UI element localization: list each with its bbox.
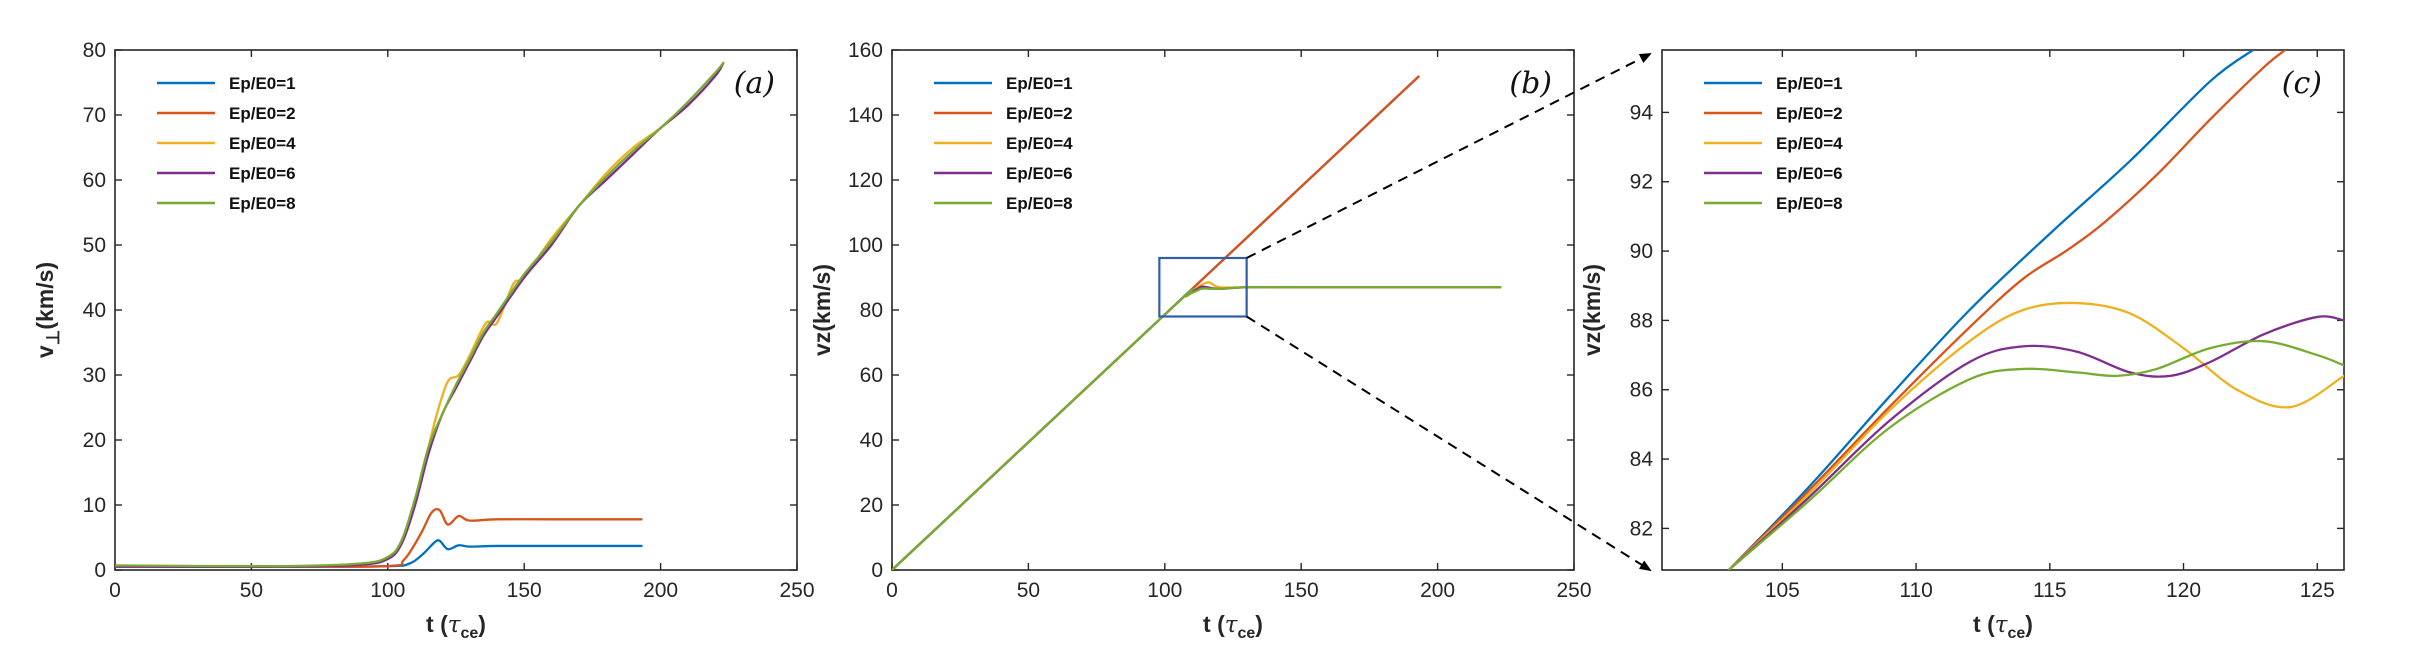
y-tick-label: 94 [1630,101,1654,124]
y-tick-label: 0 [871,559,883,582]
chart-panel-b: 0 50 100 150 200 250 0 20 40 60 80 100 120 140 160 t (τ… [809,39,1592,642]
plot-frame [891,49,1575,571]
x-tick-label: 100 [1147,579,1182,602]
x-tick-label: 50 [1017,579,1040,602]
legend-label: Ep/E0=1 [1776,74,1843,93]
series-line-ep-e0-4 [1727,301,2344,570]
series-group [115,61,725,569]
y-tick-label: 120 [848,169,883,192]
chart-panel-a: 0 50 100 150 200 250 0 10 20 30 40 50 60 70 80 t (τce) v… [32,39,815,642]
legend: Ep/E0=1 Ep/E0=2 Ep/E0=4 Ep/E0=6 Ep/E0=8 [934,74,1073,213]
y-tick-label: 60 [83,169,106,192]
y-tick-label: 100 [848,234,883,257]
y-axis-label: v⊥(km/s) [32,262,63,358]
panel-label: (c) [2282,66,2322,101]
legend-label: Ep/E0=2 [1006,104,1073,123]
legend-label: Ep/E0=6 [229,164,296,183]
legend-label: Ep/E0=4 [1006,134,1073,153]
y-tick-label: 82 [1630,517,1653,540]
y-tick-label: 80 [83,39,106,62]
y-tick-label: 84 [1630,448,1654,471]
x-tick-label: 250 [779,579,814,602]
x-tick-label: 200 [1420,579,1455,602]
y-tick-label: 92 [1630,171,1653,194]
series-line-ep-e0-2 [1727,50,2287,570]
panel-label: (b) [1509,66,1552,101]
x-tick-label: 150 [1284,579,1319,602]
x-axis-label: t (τce) [426,611,486,642]
zoom-arrow-top [1246,53,1652,259]
y-tick-label: 86 [1630,379,1653,402]
legend-label: Ep/E0=6 [1776,164,1843,183]
x-tick-label: 150 [507,579,542,602]
x-tick-label: 0 [886,579,898,602]
legend-label: Ep/E0=8 [1006,194,1073,213]
x-tick-label: 110 [1899,579,1932,602]
y-tick-label: 140 [848,104,883,127]
legend: Ep/E0=1 Ep/E0=2 Ep/E0=4 Ep/E0=6 Ep/E0=8 [1704,74,1843,213]
y-tick-label: 0 [94,559,106,582]
series-group [892,75,1502,570]
legend-label: Ep/E0=8 [229,194,296,213]
x-tick-label: 50 [240,579,263,602]
x-axis-label: t (τce) [1973,611,2033,642]
legend-label: Ep/E0=1 [1006,74,1073,93]
x-tick-label: 0 [109,579,121,602]
y-tick-label: 160 [848,39,883,62]
y-tick-label: 40 [83,299,106,322]
y-tick-label: 10 [83,494,106,517]
y-axis-label: vz(km/s) [809,264,835,356]
y-tick-label: 20 [83,429,106,452]
x-tick-label: 115 [2033,579,2066,602]
series-line-ep-e0-8 [1727,339,2344,570]
plot-frame [1661,49,2345,571]
x-tick-label: 105 [1765,579,1800,602]
series-line-ep-e0-2 [115,507,643,568]
panel-label: (a) [734,66,775,101]
x-axis-label: t (τce) [1203,611,1263,642]
x-tick-label: 250 [1556,579,1591,602]
plot-frame [114,49,798,571]
chart-panel-c: 105 110 115 120 125 82 84 86 88 90 92 94 t (τce) vz(k… [1579,49,2345,642]
legend-label: Ep/E0=4 [229,134,296,153]
y-tick-label: 60 [860,364,883,387]
legend-label: Ep/E0=2 [1776,104,1843,123]
legend-label: Ep/E0=2 [229,104,296,123]
legend-label: Ep/E0=4 [1776,134,1843,153]
y-tick-label: 30 [83,364,106,387]
x-tick-label: 200 [643,579,678,602]
y-tick-label: 70 [83,104,106,127]
series-group [1727,50,2344,570]
series-line-ep-e0-1 [1727,50,2255,570]
y-tick-label: 88 [1630,309,1653,332]
series-line-ep-e0-8 [892,285,1502,570]
legend-label: Ep/E0=1 [229,74,296,93]
series-line-ep-e0-6 [1727,315,2344,570]
zoom-box [1158,256,1248,318]
y-tick-label: 20 [860,494,883,517]
legend-label: Ep/E0=8 [1776,194,1843,213]
y-tick-label: 40 [860,429,883,452]
legend: Ep/E0=1 Ep/E0=2 Ep/E0=4 Ep/E0=6 Ep/E0=8 [157,74,296,213]
legend-label: Ep/E0=6 [1006,164,1073,183]
y-tick-label: 80 [860,299,883,322]
zoom-arrow-bottom [1246,315,1652,572]
y-axis-label: vz(km/s) [1579,264,1605,356]
x-tick-label: 120 [2166,579,2201,602]
x-tick-label: 125 [2300,579,2335,602]
y-tick-label: 90 [1630,240,1653,263]
x-tick-label: 100 [370,579,405,602]
y-tick-label: 50 [83,234,106,257]
series-line-ep-e0-8 [115,61,725,568]
